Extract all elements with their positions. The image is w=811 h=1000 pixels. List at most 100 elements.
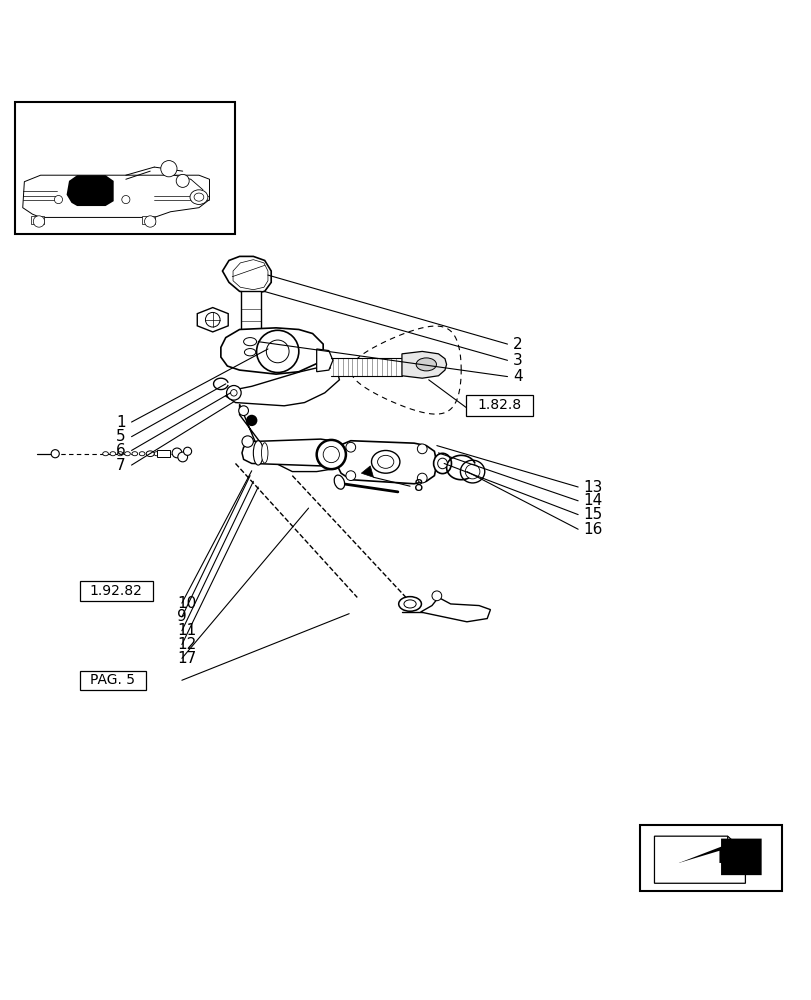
Text: 3: 3: [513, 353, 522, 368]
Polygon shape: [361, 466, 373, 477]
Polygon shape: [23, 175, 209, 217]
Circle shape: [417, 444, 427, 454]
Circle shape: [144, 216, 156, 227]
Bar: [79, 581, 152, 601]
Ellipse shape: [244, 349, 255, 356]
Text: 7: 7: [116, 458, 126, 473]
Polygon shape: [221, 328, 323, 374]
Ellipse shape: [433, 453, 451, 474]
Text: 11: 11: [177, 623, 196, 638]
Ellipse shape: [465, 464, 479, 479]
Circle shape: [431, 591, 441, 601]
Text: 10: 10: [177, 596, 196, 611]
Bar: [466, 395, 533, 416]
Bar: [31, 216, 44, 224]
Circle shape: [345, 442, 355, 452]
Polygon shape: [225, 366, 339, 406]
Text: 5: 5: [116, 429, 126, 444]
Bar: [79, 671, 146, 690]
Polygon shape: [242, 439, 345, 466]
Text: 17: 17: [177, 651, 196, 666]
Polygon shape: [678, 839, 761, 875]
Circle shape: [266, 340, 289, 363]
Polygon shape: [341, 455, 365, 477]
Text: 2: 2: [513, 337, 522, 352]
Ellipse shape: [239, 345, 260, 360]
Ellipse shape: [377, 455, 393, 468]
Bar: [639, 825, 781, 891]
Polygon shape: [239, 404, 341, 472]
Text: 16: 16: [582, 522, 602, 537]
Ellipse shape: [437, 458, 447, 469]
Ellipse shape: [334, 475, 344, 489]
Ellipse shape: [110, 452, 115, 456]
Text: 1: 1: [116, 415, 126, 430]
Ellipse shape: [102, 452, 109, 456]
Polygon shape: [67, 175, 114, 206]
Bar: [331, 358, 402, 376]
Text: 8: 8: [414, 479, 423, 494]
Ellipse shape: [415, 358, 436, 371]
Bar: [157, 450, 169, 457]
Text: 14: 14: [582, 493, 602, 508]
Ellipse shape: [238, 334, 261, 350]
Text: 9: 9: [177, 609, 187, 624]
Text: 4: 4: [513, 369, 522, 384]
Ellipse shape: [371, 450, 399, 473]
Circle shape: [161, 161, 177, 177]
Circle shape: [33, 216, 45, 227]
Ellipse shape: [146, 451, 154, 457]
Circle shape: [417, 473, 427, 483]
Circle shape: [316, 440, 345, 469]
Text: 13: 13: [582, 480, 602, 495]
Circle shape: [183, 447, 191, 455]
Circle shape: [230, 390, 237, 396]
Ellipse shape: [243, 338, 256, 346]
Circle shape: [238, 406, 248, 416]
Circle shape: [242, 436, 253, 447]
Ellipse shape: [460, 460, 484, 483]
Polygon shape: [233, 260, 268, 290]
Bar: [15, 102, 235, 234]
Ellipse shape: [139, 452, 144, 456]
Circle shape: [176, 174, 189, 187]
Polygon shape: [654, 836, 744, 883]
Circle shape: [51, 450, 59, 458]
Circle shape: [345, 471, 355, 481]
Ellipse shape: [117, 452, 122, 456]
Bar: [142, 216, 155, 224]
Polygon shape: [678, 851, 719, 877]
Circle shape: [226, 386, 241, 400]
Text: 12: 12: [177, 637, 196, 652]
Polygon shape: [401, 351, 446, 378]
Text: PAG. 5: PAG. 5: [90, 673, 135, 687]
Ellipse shape: [131, 452, 138, 456]
Polygon shape: [197, 308, 228, 332]
Text: 1.82.8: 1.82.8: [477, 398, 521, 412]
Circle shape: [205, 312, 220, 327]
Circle shape: [54, 196, 62, 204]
Circle shape: [122, 196, 130, 204]
Bar: [241, 291, 261, 338]
Ellipse shape: [153, 452, 159, 456]
Ellipse shape: [261, 443, 268, 463]
Ellipse shape: [190, 190, 208, 204]
Polygon shape: [337, 441, 436, 484]
Polygon shape: [222, 256, 271, 294]
Text: 15: 15: [582, 507, 602, 522]
Ellipse shape: [253, 441, 263, 465]
Circle shape: [323, 446, 339, 463]
Polygon shape: [420, 597, 490, 622]
Circle shape: [178, 452, 187, 462]
Ellipse shape: [125, 452, 130, 456]
Ellipse shape: [146, 452, 152, 456]
Ellipse shape: [404, 600, 415, 608]
Text: 1.92.82: 1.92.82: [89, 584, 143, 598]
Text: 6: 6: [116, 443, 126, 458]
Circle shape: [256, 330, 298, 373]
Circle shape: [172, 448, 182, 458]
Ellipse shape: [398, 597, 421, 611]
Ellipse shape: [194, 193, 204, 201]
Polygon shape: [316, 349, 333, 372]
Ellipse shape: [215, 380, 226, 388]
